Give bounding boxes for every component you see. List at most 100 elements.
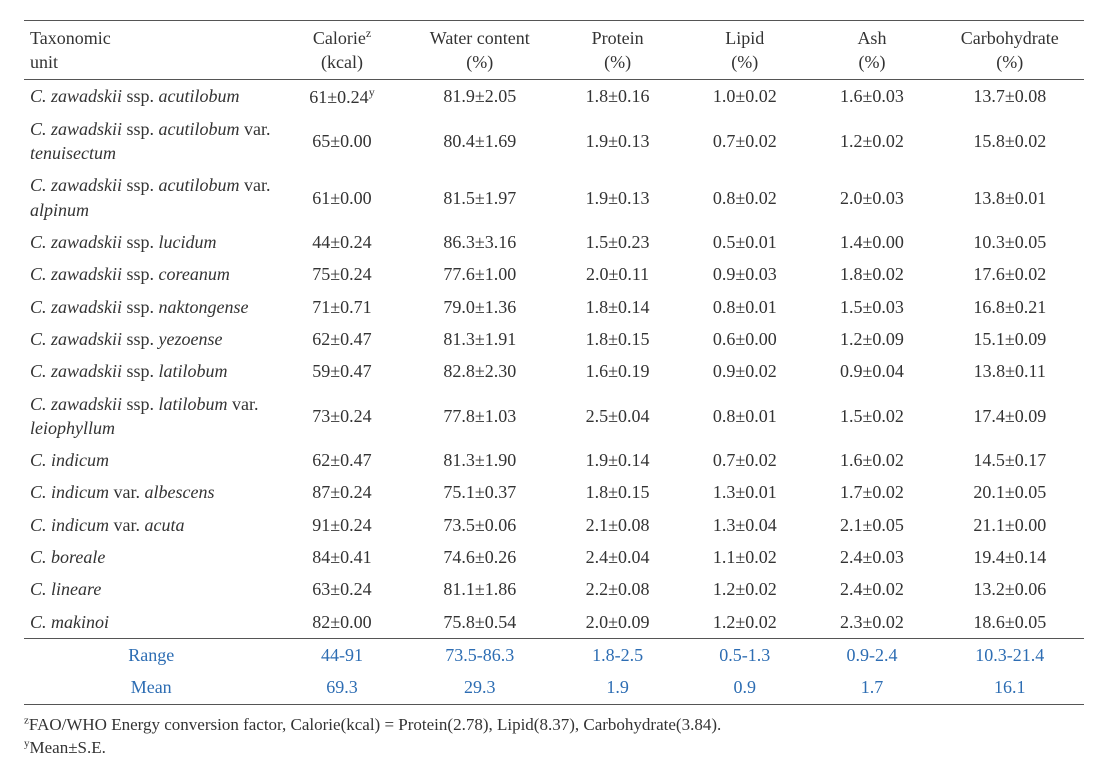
table-row: C. makinoi82±0.0075.8±0.542.0±0.091.2±0.… — [24, 606, 1084, 639]
range-value: 0.5-1.3 — [681, 638, 808, 671]
column-header-line1: Ash — [814, 26, 929, 50]
value-cell: 1.9±0.14 — [554, 444, 681, 476]
range-value: 10.3-21.4 — [936, 638, 1084, 671]
mean-value: 29.3 — [406, 671, 554, 704]
taxon-cell: C. indicum var. albescens — [24, 476, 278, 508]
value-cell: 1.3±0.01 — [681, 476, 808, 508]
taxon-cell: C. zawadskii ssp. acutilobum — [24, 79, 278, 113]
column-header-line2: unit — [30, 50, 272, 74]
value-cell: 13.8±0.11 — [936, 355, 1084, 387]
table-row: C. zawadskii ssp. latilobum var. leiophy… — [24, 388, 1084, 445]
value-cell: 63±0.24 — [278, 573, 405, 605]
footnote-text: Mean±S.E. — [30, 738, 106, 757]
nutrition-table: TaxonomicunitCaloriez(kcal)Water content… — [24, 20, 1084, 705]
value-cell: 18.6±0.05 — [936, 606, 1084, 639]
value-cell: 20.1±0.05 — [936, 476, 1084, 508]
value-cell: 1.5±0.02 — [808, 388, 935, 445]
value-cell: 0.8±0.01 — [681, 291, 808, 323]
column-header: Water content(%) — [406, 21, 554, 80]
value-cell: 82.8±2.30 — [406, 355, 554, 387]
value-cell: 71±0.71 — [278, 291, 405, 323]
value-cell: 2.3±0.02 — [808, 606, 935, 639]
range-label: Range — [24, 638, 278, 671]
mean-value: 1.9 — [554, 671, 681, 704]
value-cell: 1.2±0.02 — [681, 606, 808, 639]
range-value: 73.5-86.3 — [406, 638, 554, 671]
column-header: Protein(%) — [554, 21, 681, 80]
column-header-line2: (%) — [814, 50, 929, 74]
value-cell: 62±0.47 — [278, 444, 405, 476]
mean-row: Mean69.329.31.90.91.716.1 — [24, 671, 1084, 704]
table-row: C. zawadskii ssp. naktongense71±0.7179.0… — [24, 291, 1084, 323]
column-header-line2: (kcal) — [284, 50, 399, 74]
value-cell: 17.4±0.09 — [936, 388, 1084, 445]
mean-label: Mean — [24, 671, 278, 704]
value-cell: 1.7±0.02 — [808, 476, 935, 508]
taxon-cell: C. zawadskii ssp. acutilobum var. alpinu… — [24, 169, 278, 226]
value-cell: 1.2±0.02 — [808, 113, 935, 170]
taxon-cell: C. zawadskii ssp. latilobum var. leiophy… — [24, 388, 278, 445]
value-cell: 91±0.24 — [278, 509, 405, 541]
table-row: C. indicum62±0.4781.3±1.901.9±0.140.7±0.… — [24, 444, 1084, 476]
column-header: Caloriez(kcal) — [278, 21, 405, 80]
value-cell: 86.3±3.16 — [406, 226, 554, 258]
value-cell: 1.0±0.02 — [681, 79, 808, 113]
value-cell: 81.1±1.86 — [406, 573, 554, 605]
taxon-cell: C. makinoi — [24, 606, 278, 639]
value-cell: 1.2±0.02 — [681, 573, 808, 605]
value-cell: 1.6±0.19 — [554, 355, 681, 387]
table-row: C. zawadskii ssp. acutilobum var. tenuis… — [24, 113, 1084, 170]
value-cell: 2.1±0.08 — [554, 509, 681, 541]
value-cell: 80.4±1.69 — [406, 113, 554, 170]
column-header-line1: Lipid — [687, 26, 802, 50]
value-cell: 81.9±2.05 — [406, 79, 554, 113]
taxon-cell: C. zawadskii ssp. naktongense — [24, 291, 278, 323]
table-row: C. lineare63±0.2481.1±1.862.2±0.081.2±0.… — [24, 573, 1084, 605]
taxon-cell: C. zawadskii ssp. yezoense — [24, 323, 278, 355]
table-row: C. zawadskii ssp. acutilobum61±0.24y81.9… — [24, 79, 1084, 113]
table-row: C. zawadskii ssp. latilobum59±0.4782.8±2… — [24, 355, 1084, 387]
value-cell: 13.2±0.06 — [936, 573, 1084, 605]
range-value: 0.9-2.4 — [808, 638, 935, 671]
table-row: C. indicum var. acuta91±0.2473.5±0.062.1… — [24, 509, 1084, 541]
column-header-line1: Taxonomic — [30, 26, 272, 50]
table-row: C. zawadskii ssp. lucidum44±0.2486.3±3.1… — [24, 226, 1084, 258]
value-cell: 1.3±0.04 — [681, 509, 808, 541]
value-cell: 0.6±0.00 — [681, 323, 808, 355]
value-cell: 19.4±0.14 — [936, 541, 1084, 573]
taxon-cell: C. zawadskii ssp. lucidum — [24, 226, 278, 258]
value-cell: 1.6±0.03 — [808, 79, 935, 113]
value-cell: 15.1±0.09 — [936, 323, 1084, 355]
range-row: Range44-9173.5-86.31.8-2.50.5-1.30.9-2.4… — [24, 638, 1084, 671]
column-header-line1: Caloriez — [284, 25, 399, 50]
column-header: Carbohydrate(%) — [936, 21, 1084, 80]
value-cell: 17.6±0.02 — [936, 258, 1084, 290]
taxon-cell: C. indicum — [24, 444, 278, 476]
table-row: C. zawadskii ssp. yezoense62±0.4781.3±1.… — [24, 323, 1084, 355]
mean-value: 1.7 — [808, 671, 935, 704]
value-cell: 44±0.24 — [278, 226, 405, 258]
value-cell: 13.8±0.01 — [936, 169, 1084, 226]
value-cell: 75.1±0.37 — [406, 476, 554, 508]
table-header-row: TaxonomicunitCaloriez(kcal)Water content… — [24, 21, 1084, 80]
taxon-cell: C. boreale — [24, 541, 278, 573]
value-cell: 13.7±0.08 — [936, 79, 1084, 113]
range-value: 44-91 — [278, 638, 405, 671]
value-cell: 15.8±0.02 — [936, 113, 1084, 170]
value-cell: 1.4±0.00 — [808, 226, 935, 258]
column-header: Taxonomicunit — [24, 21, 278, 80]
value-cell: 62±0.47 — [278, 323, 405, 355]
value-cell: 1.5±0.23 — [554, 226, 681, 258]
value-cell: 0.8±0.02 — [681, 169, 808, 226]
table-row: C. indicum var. albescens87±0.2475.1±0.3… — [24, 476, 1084, 508]
value-cell: 1.8±0.15 — [554, 323, 681, 355]
value-cell: 0.9±0.03 — [681, 258, 808, 290]
table-row: C. zawadskii ssp. coreanum75±0.2477.6±1.… — [24, 258, 1084, 290]
value-cell: 10.3±0.05 — [936, 226, 1084, 258]
value-cell: 0.9±0.04 — [808, 355, 935, 387]
value-cell: 1.8±0.15 — [554, 476, 681, 508]
column-header-line1: Carbohydrate — [942, 26, 1078, 50]
value-cell: 0.8±0.01 — [681, 388, 808, 445]
column-header-line2: (%) — [412, 50, 548, 74]
taxon-cell: C. zawadskii ssp. acutilobum var. tenuis… — [24, 113, 278, 170]
